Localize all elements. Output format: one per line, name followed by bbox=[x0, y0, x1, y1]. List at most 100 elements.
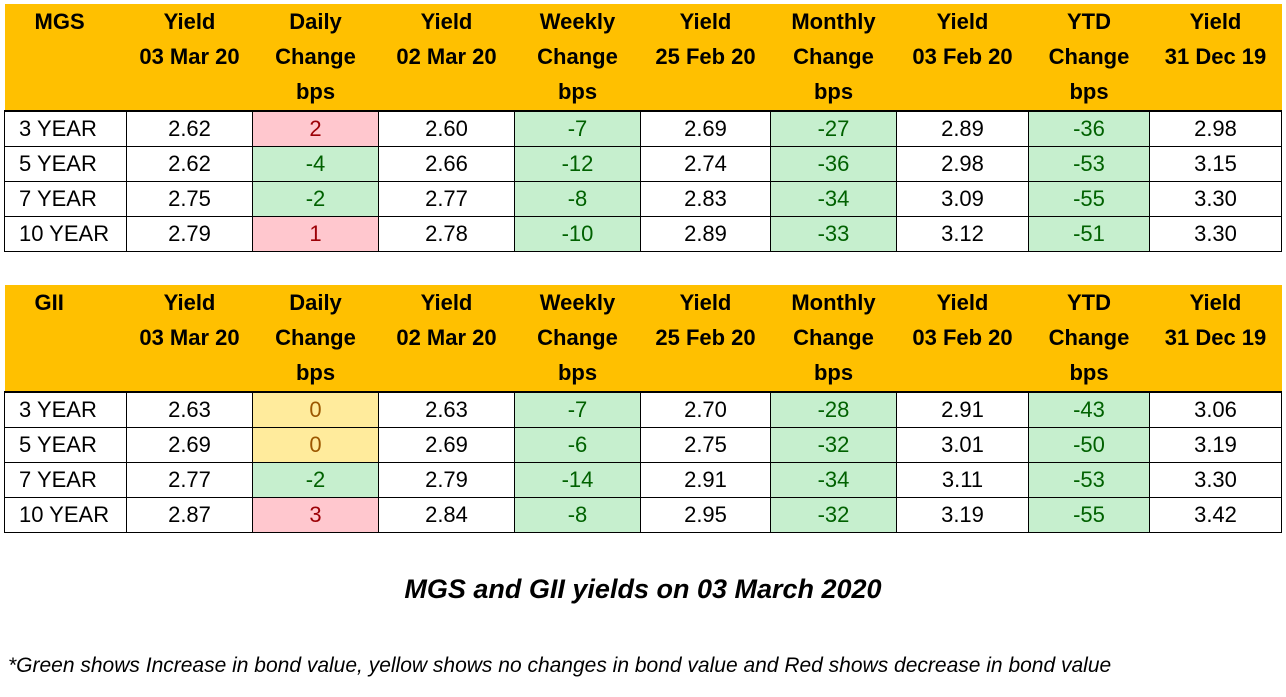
yield-cell: 3.12 bbox=[896, 216, 1029, 252]
mgs-header-col-6: Monthly Change bps bbox=[770, 4, 897, 111]
gii-header-col-6: Monthly Change bps bbox=[770, 285, 897, 392]
yield-cell: 2.98 bbox=[1149, 110, 1282, 147]
change-cell: -7 bbox=[514, 110, 641, 147]
header-line: bps bbox=[557, 360, 598, 385]
yield-cell: 3.30 bbox=[1149, 216, 1282, 252]
change-cell: -50 bbox=[1028, 427, 1150, 463]
change-cell: -53 bbox=[1028, 462, 1150, 498]
yield-cell: 2.89 bbox=[640, 216, 771, 252]
yield-cell: 2.77 bbox=[378, 181, 515, 217]
header-line: bps bbox=[813, 79, 854, 104]
yield-cell: 2.89 bbox=[896, 110, 1029, 147]
gii-header-row: GII Yield 03 Mar 20 Daily Change bps Yield 02 M… bbox=[4, 285, 1282, 392]
yield-cell: 2.75 bbox=[640, 427, 771, 463]
mgs-header-row: MGS Yield 03 Mar 20 Daily Change bps Yield 02 M… bbox=[4, 4, 1282, 111]
change-cell: -33 bbox=[770, 216, 897, 252]
header-line: Change bbox=[537, 325, 618, 350]
tenor-label: 3 YEAR bbox=[4, 110, 127, 147]
yield-cell: 2.69 bbox=[126, 427, 253, 463]
tenor-label: 10 YEAR bbox=[4, 497, 127, 533]
yield-cell: 2.62 bbox=[126, 146, 253, 182]
yield-cell: 2.78 bbox=[378, 216, 515, 252]
header-line: Change bbox=[1048, 44, 1130, 69]
table-row: 3 YEAR 2.62 2 2.60 -7 2.69 -27 2.89 -36 2.98 bbox=[4, 110, 1282, 147]
table-row: 3 YEAR 2.63 0 2.63 -7 2.70 -28 2.91 -43 3.06 bbox=[4, 391, 1282, 428]
table-row: 10 YEAR 2.87 3 2.84 -8 2.95 -32 3.19 -55 3.42 bbox=[4, 497, 1282, 533]
header-line: Change bbox=[793, 44, 874, 69]
gii-header-col-7: Yield 03 Feb 20 bbox=[896, 285, 1029, 392]
yield-cell: 3.30 bbox=[1149, 462, 1282, 498]
table-row: 7 YEAR 2.77 -2 2.79 -14 2.91 -34 3.11 -53 3.30 bbox=[4, 462, 1282, 498]
yield-cell: 2.79 bbox=[378, 462, 515, 498]
header-line: Change bbox=[1048, 325, 1130, 350]
yield-cell: 2.75 bbox=[126, 181, 253, 217]
change-cell: 1 bbox=[252, 216, 379, 252]
mgs-header-col-3: Yield 02 Mar 20 bbox=[378, 4, 515, 111]
header-line: Change bbox=[275, 325, 356, 350]
header-line: Monthly bbox=[791, 9, 876, 34]
header-line: bps bbox=[813, 360, 854, 385]
header-line: Yield bbox=[679, 290, 732, 315]
yield-cell: 2.83 bbox=[640, 181, 771, 217]
header-line: bps bbox=[295, 79, 336, 104]
table-row: 5 YEAR 2.69 0 2.69 -6 2.75 -32 3.01 -50 3.19 bbox=[4, 427, 1282, 463]
change-cell: -32 bbox=[770, 497, 897, 533]
header-line: Yield bbox=[1189, 290, 1242, 315]
gii-header-col-0: GII bbox=[4, 285, 127, 392]
table-row: 7 YEAR 2.75 -2 2.77 -8 2.83 -34 3.09 -55 3.30 bbox=[4, 181, 1282, 217]
header-line: Yield bbox=[936, 9, 989, 34]
tenor-label: 7 YEAR bbox=[4, 181, 127, 217]
header-line: 03 Feb 20 bbox=[912, 44, 1013, 69]
header-line: Change bbox=[275, 44, 356, 69]
tenor-label: 5 YEAR bbox=[4, 146, 127, 182]
table-caption: MGS and GII yields on 03 March 2020 bbox=[404, 574, 882, 604]
gii-header-col-1: Yield 03 Mar 20 bbox=[126, 285, 253, 392]
header-line: 03 Mar 20 bbox=[139, 44, 240, 69]
tenor-label: 5 YEAR bbox=[4, 427, 127, 463]
header-line: 02 Mar 20 bbox=[396, 44, 497, 69]
yield-cell: 3.01 bbox=[896, 427, 1029, 463]
tenor-label: 7 YEAR bbox=[4, 462, 127, 498]
header-line: Yield bbox=[679, 9, 732, 34]
header-line: bps bbox=[1069, 79, 1109, 104]
header-line: MGS bbox=[34, 9, 85, 34]
yield-cell: 3.19 bbox=[896, 497, 1029, 533]
header-line: bps bbox=[557, 79, 598, 104]
change-cell: -51 bbox=[1028, 216, 1150, 252]
mgs-header-col-5: Yield 25 Feb 20 bbox=[640, 4, 771, 111]
change-cell: -14 bbox=[514, 462, 641, 498]
mgs-header-col-1: Yield 03 Mar 20 bbox=[126, 4, 253, 111]
yield-cell: 2.63 bbox=[378, 391, 515, 428]
gii-header-col-9: Yield 31 Dec 19 bbox=[1149, 285, 1282, 392]
change-cell: -6 bbox=[514, 427, 641, 463]
gii-header-col-4: Weekly Change bps bbox=[514, 285, 641, 392]
color-legend-footnote: *Green shows Increase in bond value, yel… bbox=[8, 654, 1112, 677]
mgs-yield-table: MGS Yield 03 Mar 20 Daily Change bps Yield 02 M… bbox=[4, 4, 1282, 252]
change-cell: -34 bbox=[770, 181, 897, 217]
change-cell: -12 bbox=[514, 146, 641, 182]
header-line: Yield bbox=[420, 9, 473, 34]
tenor-label: 3 YEAR bbox=[4, 391, 127, 428]
table-row: 5 YEAR 2.62 -4 2.66 -12 2.74 -36 2.98 -53 3.15 bbox=[4, 146, 1282, 182]
header-line: GII bbox=[34, 290, 64, 315]
header-line: Yield bbox=[163, 9, 216, 34]
header-line: Weekly bbox=[539, 290, 616, 315]
header-line: Change bbox=[537, 44, 618, 69]
yield-cell: 3.19 bbox=[1149, 427, 1282, 463]
mgs-body: 3 YEAR 2.62 2 2.60 -7 2.69 -27 2.89 -36 2.98 5 YEA… bbox=[4, 110, 1282, 252]
header-line: 03 Mar 20 bbox=[139, 325, 240, 350]
yield-cell: 2.74 bbox=[640, 146, 771, 182]
header-line: 31 Dec 19 bbox=[1164, 325, 1267, 350]
header-line: 03 Feb 20 bbox=[912, 325, 1013, 350]
change-cell: -2 bbox=[252, 181, 379, 217]
change-cell: -36 bbox=[1028, 110, 1150, 147]
change-cell: -27 bbox=[770, 110, 897, 147]
header-line: 02 Mar 20 bbox=[396, 325, 497, 350]
gii-header-col-5: Yield 25 Feb 20 bbox=[640, 285, 771, 392]
change-cell: 2 bbox=[252, 110, 379, 147]
change-cell: -53 bbox=[1028, 146, 1150, 182]
header-line: 25 Feb 20 bbox=[655, 325, 756, 350]
header-line: Weekly bbox=[539, 9, 616, 34]
yield-cell: 2.91 bbox=[640, 462, 771, 498]
gii-header-col-8: YTD Change bps bbox=[1028, 285, 1150, 392]
